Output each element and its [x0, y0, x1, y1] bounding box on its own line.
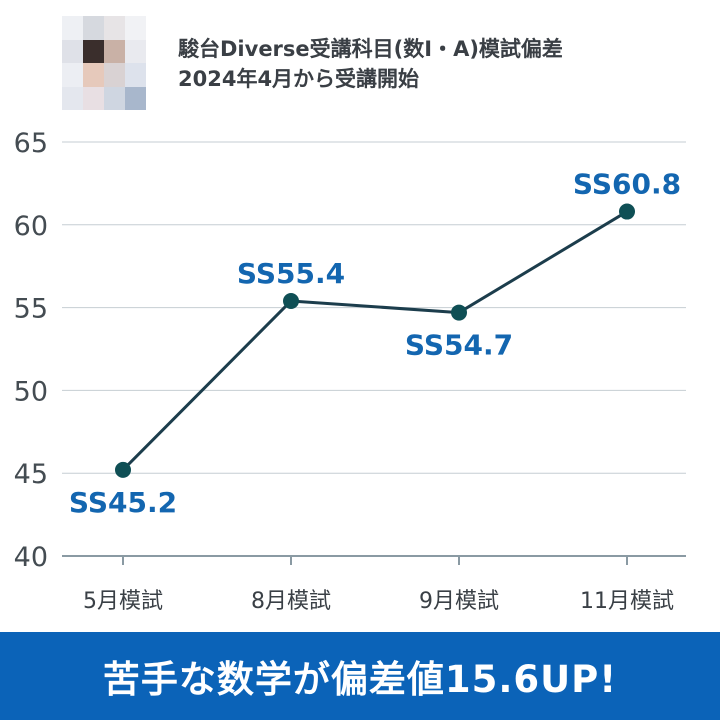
- avatar-pixel: [104, 63, 125, 87]
- title-line-2: 2024年4月から受講開始: [178, 67, 420, 91]
- avatar-pixel: [125, 16, 146, 40]
- data-label: SS55.4: [237, 257, 345, 290]
- avatar-pixel: [83, 16, 104, 40]
- avatar-pixel: [104, 39, 125, 63]
- title-line-1: 駿台Diverse受講科目(数Ⅰ・A)模試偏差: [178, 37, 563, 61]
- avatar-pixel: [125, 39, 146, 63]
- series-line: [121, 210, 628, 471]
- y-tick-label: 45: [14, 459, 48, 490]
- data-point: [451, 304, 467, 321]
- data-point: [115, 461, 131, 478]
- avatar-pixel: [104, 86, 125, 110]
- y-tick-label: 40: [14, 542, 48, 573]
- avatar-pixel: [62, 39, 83, 63]
- avatar-pixel: [62, 86, 83, 110]
- x-tick-label: 5月模試: [83, 589, 163, 614]
- data-label: SS54.7: [405, 329, 513, 362]
- data-point: [619, 203, 635, 220]
- avatar-pixel: [62, 63, 83, 87]
- y-tick-label: 55: [14, 294, 48, 325]
- avatar-pixel: [83, 86, 104, 110]
- avatar-pixel: [83, 39, 104, 63]
- avatar-pixel: [62, 16, 83, 40]
- avatar: [62, 16, 146, 110]
- avatar-pixel: [125, 63, 146, 87]
- y-tick-label: 60: [14, 211, 48, 242]
- line-chart: 40 45 50 55 60 65 5月模試 8月模試 9月模試 11月模試 SS45.2 SS55.…: [14, 128, 686, 614]
- y-tick-label: 50: [14, 376, 48, 407]
- chart-title: 駿台Diverse受講科目(数Ⅰ・A)模試偏差 2024年4月から受講開始: [178, 34, 563, 94]
- data-label: SS60.8: [573, 168, 681, 201]
- avatar-pixel: [104, 16, 125, 40]
- banner-text: 苦手な数学が偏差値15.6UP!: [102, 658, 618, 701]
- avatar-pixel: [125, 86, 146, 110]
- data-point: [283, 292, 299, 309]
- x-tick-label: 9月模試: [419, 589, 499, 614]
- data-label: SS45.2: [69, 486, 177, 519]
- y-tick-label: 65: [14, 128, 48, 159]
- avatar-pixel: [83, 63, 104, 87]
- x-tick-label: 11月模試: [580, 589, 674, 614]
- x-tick-label: 8月模試: [251, 589, 331, 614]
- result-banner: 苦手な数学が偏差値15.6UP!: [0, 632, 720, 720]
